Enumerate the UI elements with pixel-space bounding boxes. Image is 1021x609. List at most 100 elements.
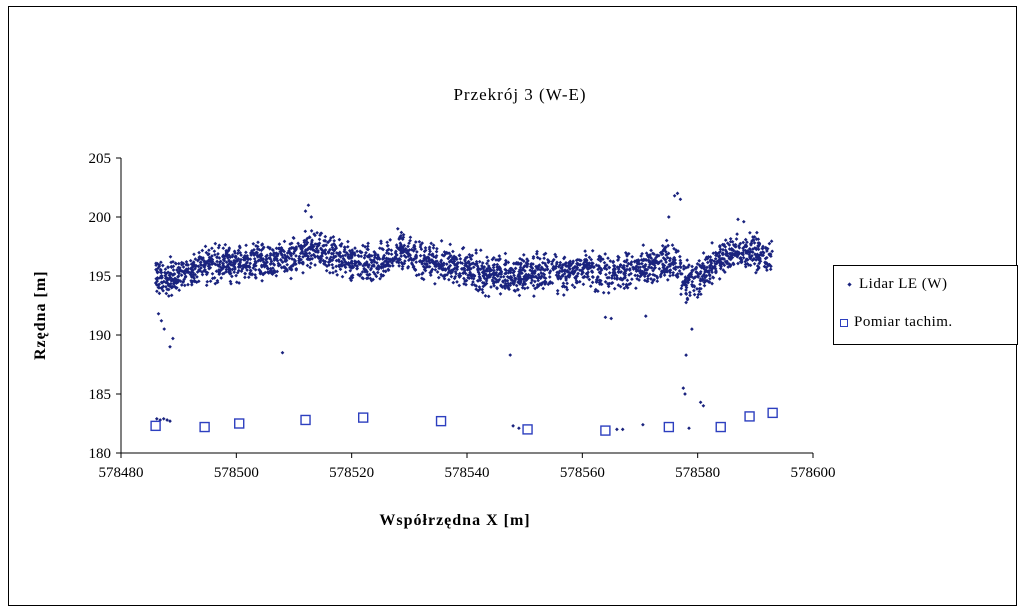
lidar-point: [168, 254, 173, 259]
lidar-point: [702, 273, 707, 278]
lidar-point: [668, 270, 673, 275]
lidar-point: [748, 255, 753, 260]
lidar-point: [764, 255, 769, 260]
lidar-point: [555, 291, 560, 296]
lidar-point: [625, 264, 629, 268]
tachim-point: [234, 418, 245, 429]
lidar-point: [571, 266, 575, 271]
lidar-point: [751, 235, 755, 239]
lidar-point: [407, 241, 411, 246]
lidar-point: [168, 275, 173, 280]
lidar-point: [316, 249, 320, 253]
lidar-point: [536, 272, 541, 277]
lidar-point: [258, 271, 263, 276]
y-tick-label: 185: [89, 387, 112, 403]
lidar-point: [399, 254, 404, 258]
lidar-point: [448, 259, 453, 263]
lidar-point: [353, 246, 357, 250]
lidar-point: [532, 294, 536, 298]
lidar-point: [306, 203, 311, 208]
lidar-point: [524, 261, 529, 265]
lidar-point: [470, 282, 474, 287]
lidar-point: [400, 250, 405, 255]
lidar-point: [649, 248, 653, 253]
lidar-point: [309, 215, 314, 219]
lidar-point: [184, 267, 189, 272]
lidar-point: [398, 241, 403, 246]
lidar-point: [179, 260, 184, 265]
lidar-point: [541, 286, 546, 291]
lidar-point: [626, 261, 631, 266]
lidar-point: [207, 248, 211, 253]
lidar-point: [167, 284, 172, 288]
lidar-point: [525, 264, 529, 268]
lidar-point: [529, 262, 533, 267]
lidar-point: [664, 268, 669, 272]
lidar-point: [582, 258, 587, 262]
lidar-point: [656, 261, 660, 266]
lidar-point: [570, 283, 575, 287]
lidar-point: [555, 288, 560, 293]
lidar-point: [156, 285, 161, 290]
lidar-point: [318, 260, 323, 264]
lidar-point: [431, 246, 436, 250]
lidar-point: [446, 266, 451, 271]
lidar-point: [324, 256, 329, 260]
lidar-point: [289, 276, 293, 281]
lidar-point: [451, 268, 455, 272]
lidar-point: [413, 240, 418, 244]
lidar-point: [434, 249, 439, 254]
lidar-point: [683, 392, 687, 396]
lidar-point: [627, 268, 632, 272]
lidar-point: [321, 258, 326, 263]
lidar-point: [722, 257, 727, 261]
lidar-point: [594, 277, 599, 282]
lidar-point: [428, 270, 432, 275]
x-tick-label: 578540: [445, 465, 490, 481]
lidar-point: [464, 282, 468, 287]
lidar-point: [391, 259, 395, 263]
lidar-point: [555, 260, 559, 265]
lidar-point: [695, 295, 700, 300]
lidar-point: [767, 241, 772, 246]
lidar-point: [675, 274, 680, 279]
lidar-point: [355, 249, 359, 254]
lidar-point: [685, 258, 690, 262]
lidar-point: [624, 282, 629, 287]
lidar-point: [360, 270, 365, 274]
lidar-point: [411, 257, 416, 262]
lidar-point: [702, 279, 707, 283]
lidar-point: [690, 284, 695, 289]
legend: Lidar LE (W) Pomiar tachim.: [833, 265, 1018, 345]
x-axis-label: Współrzędna X [m]: [379, 512, 531, 529]
lidar-point: [174, 261, 178, 266]
lidar-point: [462, 276, 466, 281]
lidar-point: [699, 292, 703, 297]
lidar-point: [546, 282, 551, 287]
lidar-point: [331, 266, 335, 270]
lidar-point: [700, 277, 705, 282]
lidar-point: [752, 261, 757, 266]
lidar-point: [545, 257, 550, 262]
lidar-point: [503, 278, 508, 283]
lidar-point: [649, 277, 653, 281]
lidar-point: [710, 281, 714, 286]
lidar-point: [335, 273, 340, 277]
lidar-point: [568, 271, 572, 276]
lidar-point: [727, 256, 732, 261]
lidar-point: [692, 288, 696, 293]
lidar-point: [521, 253, 526, 257]
lidar-point: [661, 263, 666, 268]
lidar-point: [196, 279, 201, 284]
lidar-point: [547, 275, 552, 279]
lidar-point: [590, 248, 595, 253]
lidar-point: [679, 292, 683, 297]
lidar-point: [431, 254, 436, 259]
lidar-point: [501, 280, 506, 284]
lidar-point: [224, 265, 228, 269]
lidar-point: [165, 276, 170, 281]
lidar-point: [224, 269, 229, 274]
lidar-point: [638, 274, 642, 279]
lidar-point: [673, 267, 678, 272]
lidar-point: [652, 277, 656, 282]
